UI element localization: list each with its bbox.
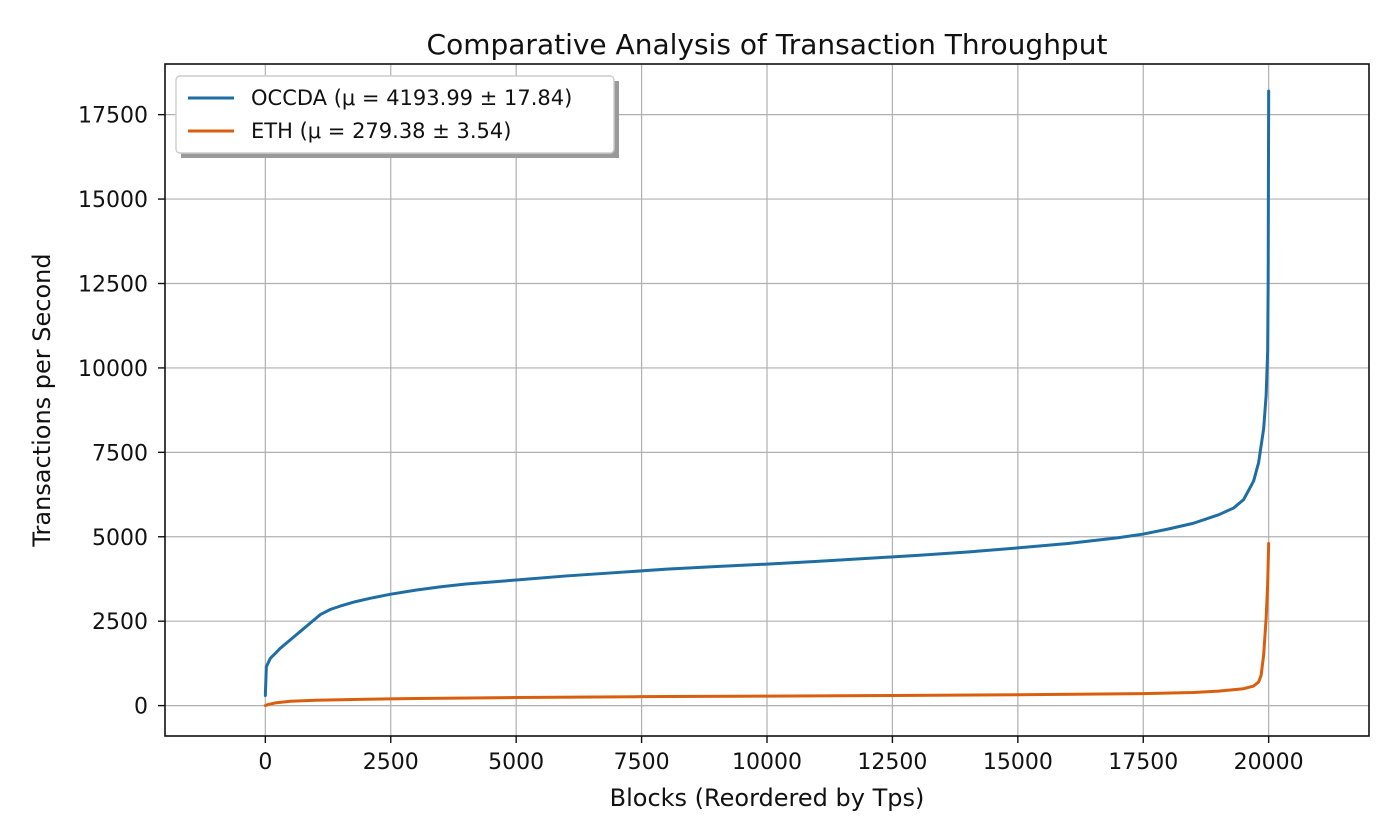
- y-tick-label: 7500: [92, 441, 148, 466]
- axis-ticks: 0 2500 5000 7500 10000 12500 15000 17500 20000 0 2…: [78, 104, 1304, 775]
- y-tick-label: 5000: [92, 526, 148, 551]
- series-lines: [263, 89, 1271, 708]
- y-tick-label: 15000: [78, 188, 148, 213]
- chart-title: Comparative Analysis of Transaction Thro…: [427, 28, 1108, 61]
- y-tick-label: 17500: [78, 104, 148, 129]
- legend-label-eth: ETH (μ = 279.38 ± 3.54): [251, 119, 511, 143]
- x-tick-label: 10000: [732, 750, 802, 775]
- x-tick-label: 7500: [614, 750, 670, 775]
- y-axis-label: Transactions per Second: [28, 253, 56, 547]
- x-tick-label: 0: [258, 750, 272, 775]
- x-tick-label: 15000: [983, 750, 1053, 775]
- series-line-occda: [263, 89, 1271, 697]
- x-tick-label: 17500: [1108, 750, 1178, 775]
- x-tick-label: 12500: [857, 750, 927, 775]
- plot-frame: [164, 63, 1370, 737]
- x-tick-label: 20000: [1234, 750, 1304, 775]
- legend: OCCDA (μ = 4193.99 ± 17.84) ETH (μ = 279…: [175, 75, 619, 158]
- y-tick-label: 10000: [78, 357, 148, 382]
- x-tick-label: 2500: [363, 750, 419, 775]
- x-tick-label: 5000: [488, 750, 544, 775]
- y-tick-label: 12500: [78, 272, 148, 297]
- y-tick-label: 0: [134, 695, 148, 720]
- legend-box: [175, 75, 615, 154]
- legend-label-occda: OCCDA (μ = 4193.99 ± 17.84): [251, 86, 572, 110]
- x-axis-label: Blocks (Reordered by Tps): [610, 784, 925, 812]
- y-tick-label: 2500: [92, 610, 148, 635]
- series-line-eth: [263, 542, 1271, 708]
